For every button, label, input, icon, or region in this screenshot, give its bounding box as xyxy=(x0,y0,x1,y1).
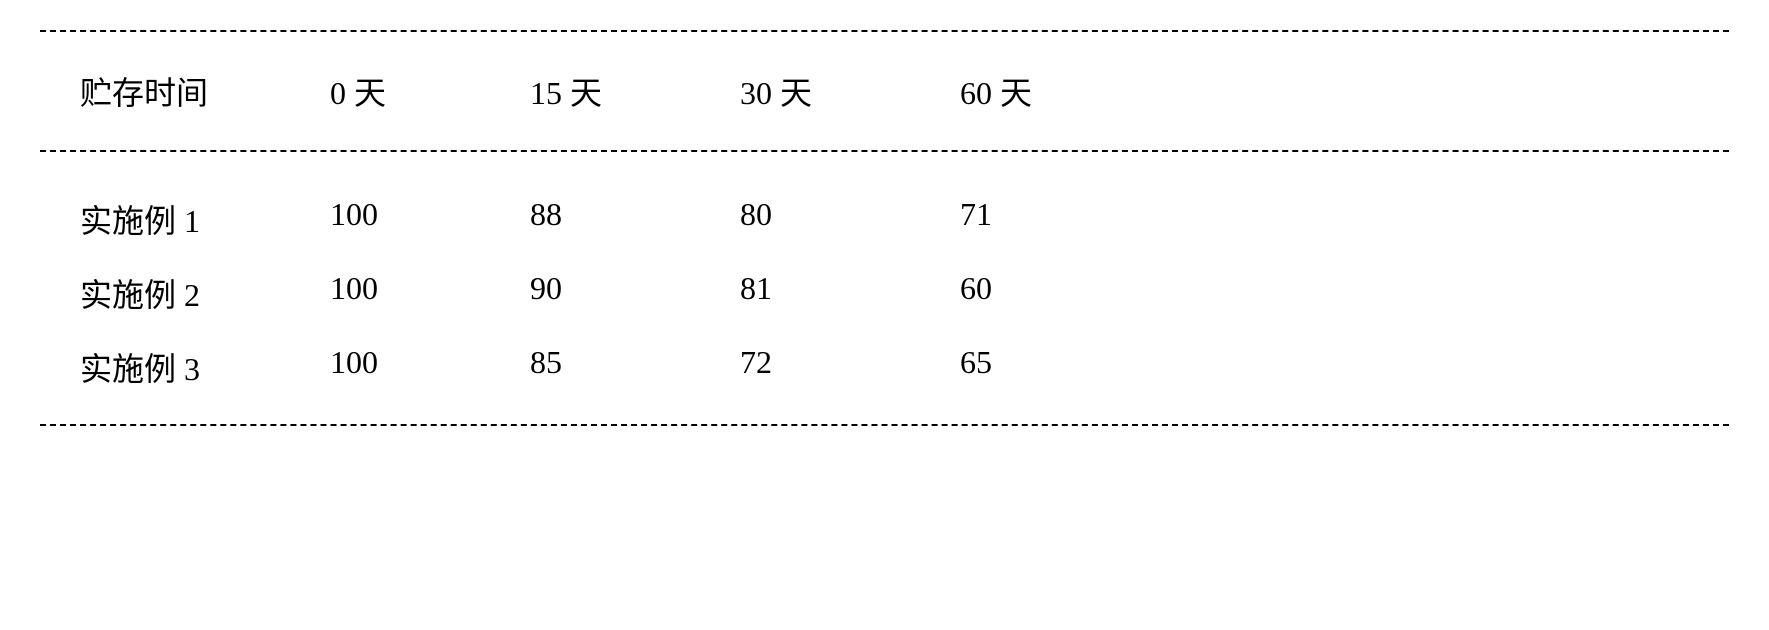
table-row: 实施例 2 100 90 81 60 xyxy=(40,256,1729,330)
column-header: 贮存时间 xyxy=(80,68,330,114)
table-header-row: 贮存时间 0 天 15 天 30 天 60 天 xyxy=(40,32,1729,150)
table-row: 实施例 3 100 85 72 65 xyxy=(40,330,1729,404)
table-cell: 60 xyxy=(960,270,1160,316)
table-cell: 100 xyxy=(330,344,530,390)
column-header: 60 天 xyxy=(960,68,1160,114)
column-header: 30 天 xyxy=(740,68,960,114)
data-table: 贮存时间 0 天 15 天 30 天 60 天 实施例 1 100 88 80 … xyxy=(40,30,1729,426)
table-cell: 71 xyxy=(960,196,1160,242)
table-cell: 85 xyxy=(530,344,740,390)
table-cell: 100 xyxy=(330,270,530,316)
table-body: 实施例 1 100 88 80 71 实施例 2 100 90 81 60 实施… xyxy=(40,152,1729,424)
table-bottom-border xyxy=(40,424,1729,426)
table-cell: 100 xyxy=(330,196,530,242)
table-cell: 72 xyxy=(740,344,960,390)
row-label: 实施例 3 xyxy=(80,344,330,390)
row-label: 实施例 1 xyxy=(80,196,330,242)
table-cell: 65 xyxy=(960,344,1160,390)
table-cell: 90 xyxy=(530,270,740,316)
table-row: 实施例 1 100 88 80 71 xyxy=(40,182,1729,256)
table-cell: 81 xyxy=(740,270,960,316)
table-cell: 80 xyxy=(740,196,960,242)
table-cell: 88 xyxy=(530,196,740,242)
column-header: 15 天 xyxy=(530,68,740,114)
column-header: 0 天 xyxy=(330,68,530,114)
row-label: 实施例 2 xyxy=(80,270,330,316)
